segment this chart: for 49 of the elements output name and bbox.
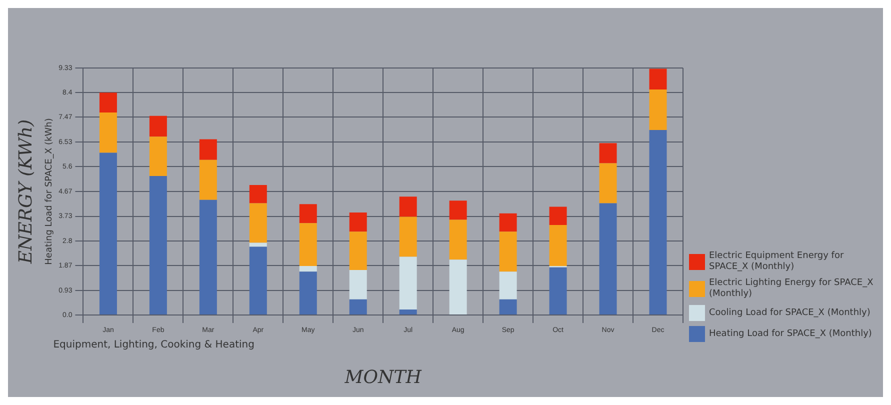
bar (199, 200, 217, 314)
bar (249, 203, 267, 243)
bar (249, 242, 267, 247)
bar (199, 160, 217, 200)
bar (649, 89, 667, 130)
bar (649, 68, 667, 90)
bar (349, 299, 367, 314)
bar (549, 206, 567, 225)
bar (449, 220, 467, 260)
bar (599, 163, 617, 204)
bar (549, 224, 567, 266)
bar (399, 196, 417, 217)
bar (499, 232, 517, 272)
bar (499, 213, 517, 232)
x-axis-title: MONTH (344, 366, 422, 388)
bar (249, 185, 267, 204)
bar (499, 272, 517, 300)
legend-label: Cooling Load for SPACE_X (Monthly) (709, 308, 870, 318)
bar (449, 260, 467, 314)
bar (349, 232, 367, 270)
bar (399, 216, 417, 257)
bar (349, 212, 367, 232)
bar (99, 112, 117, 153)
text: Heating Load for SPACE_X (kWh) (44, 118, 55, 265)
bar (149, 136, 167, 176)
bar (299, 272, 317, 314)
bar (599, 203, 617, 314)
bar (549, 267, 567, 314)
bar (599, 143, 617, 164)
text: Equipment, Lighting, Cooking & Heating (53, 340, 254, 351)
bar (149, 176, 167, 314)
bar (99, 92, 117, 112)
bar (149, 116, 167, 137)
bar (299, 223, 317, 266)
legend-label: Heating Load for SPACE_X (Monthly) (709, 328, 872, 340)
bar (399, 309, 417, 314)
y-axis-title: ENERGY (KWh) (15, 119, 36, 265)
bar (299, 204, 317, 224)
bar (449, 200, 467, 220)
legend-label: Electric Lighting Energy for SPACE_X (Monthly) (709, 278, 874, 300)
bar (249, 246, 267, 314)
bar (349, 270, 367, 300)
bar (399, 256, 417, 310)
bar (299, 266, 317, 272)
bar (499, 299, 517, 314)
bar (99, 152, 117, 314)
legend-label: Electric Equipment Energy for SPACE_X (Monthly) (709, 251, 845, 273)
bar (649, 130, 667, 314)
bar (199, 139, 217, 160)
